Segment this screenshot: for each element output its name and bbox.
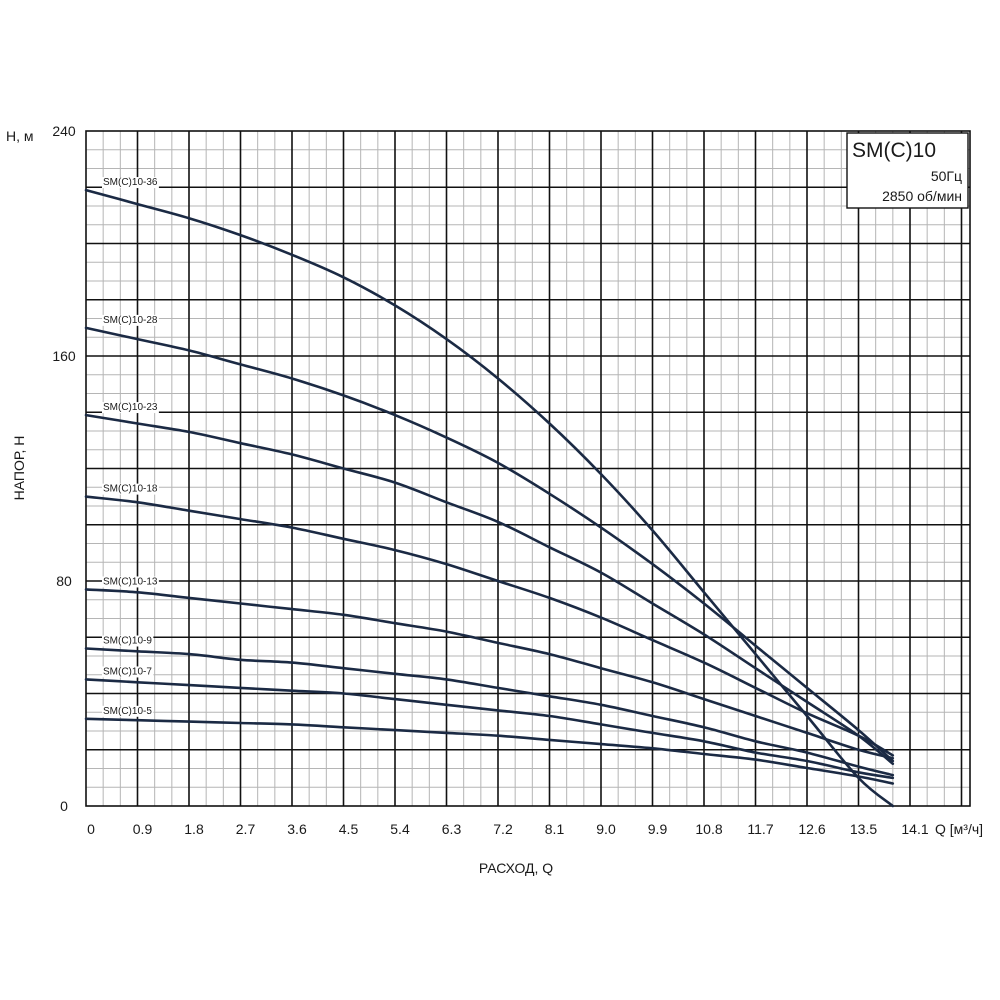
x-tick-label: 12.6 (798, 821, 825, 837)
series-label-text: SM(C)10-13 (103, 576, 158, 587)
series-label-text: SM(C)10-9 (103, 636, 152, 647)
y-tick-label: 80 (56, 573, 72, 589)
series-label-text: SM(C)10-28 (103, 315, 158, 326)
x-tick-label: 10.8 (695, 821, 722, 837)
x-tick-label: 2.7 (236, 821, 256, 837)
x-tick-label: 7.2 (493, 821, 513, 837)
series-labels: SM(C)10-36 SM(C)10-28 SM(C)10-23 SM(C)10-18… (102, 177, 159, 717)
x-tick-label: 9.9 (648, 821, 668, 837)
info-model: SM(C)10 (852, 139, 936, 162)
y-tick-label: 0 (60, 798, 68, 814)
x-tick-label: 4.5 (339, 821, 359, 837)
series-label-bg (102, 314, 159, 326)
curve-smc10-13 (84, 588, 895, 760)
x-tick-label: 3.6 (287, 821, 307, 837)
series-label-text: SM(C)10-23 (103, 402, 158, 413)
y-tick-labels: 0 80 160 240 (52, 123, 76, 814)
series-label-text: SM(C)10-36 (103, 177, 158, 188)
y-tick-label: 160 (52, 348, 76, 364)
series-label-bg (102, 666, 154, 678)
x-tick-label: 1.8 (184, 821, 204, 837)
y-unit-label: H, м (6, 128, 34, 144)
series-label: SM(C)10-7 (102, 666, 154, 678)
series-label-text: SM(C)10-5 (103, 706, 152, 717)
series-label: SM(C)10-9 (102, 635, 154, 647)
x-tick-label: 5.4 (390, 821, 410, 837)
x-tick-label: 9.0 (596, 821, 616, 837)
series-label-bg (102, 402, 159, 414)
series-label-text: SM(C)10-7 (103, 666, 152, 677)
series-label-bg (102, 635, 154, 647)
curve-smc10-23 (84, 413, 895, 766)
curve-smc10-18 (84, 495, 895, 757)
y-tick-label: 240 (52, 123, 76, 139)
x-tick-label: 8.1 (545, 821, 565, 837)
x-tick-labels: 0 0.9 1.8 2.7 3.6 4.5 5.4 6.3 7.2 8.1 9.0 9.9 10.8 11… (87, 821, 983, 837)
curve-smc10-28 (84, 326, 895, 763)
curves (84, 188, 895, 808)
x-tick-label: 6.3 (442, 821, 462, 837)
x-tick-label: 13.5 (850, 821, 877, 837)
y-axis-title: НАПОР, Н (11, 436, 27, 501)
series-label-bg (102, 483, 159, 495)
series-label: SM(C)10-23 (102, 402, 159, 414)
grid (86, 130, 970, 807)
series-label: SM(C)10-13 (102, 576, 159, 588)
series-label-bg (102, 177, 159, 189)
series-label: SM(C)10-28 (102, 314, 159, 326)
series-label: SM(C)10-18 (102, 483, 159, 495)
x-tick-label: 0.9 (133, 821, 153, 837)
x-tick-label: 11.7 (747, 821, 773, 837)
curve-smc10-9 (84, 647, 895, 777)
info-box-frame (846, 132, 969, 209)
series-label: SM(C)10-36 (102, 177, 159, 189)
curve-smc10-36 (84, 188, 895, 808)
x-axis-title: РАСХОД, Q (479, 860, 553, 876)
series-label-text: SM(C)10-18 (103, 484, 158, 495)
plot-frame (85, 130, 971, 807)
series-label: SM(C)10-5 (102, 705, 154, 717)
info-speed: 2850 об/мин (882, 188, 962, 204)
series-label-bg (102, 576, 159, 588)
x-tick-label: 0 (87, 821, 95, 837)
info-box: SM(C)10 50Гц 2850 об/мин (846, 132, 969, 209)
x-unit-label: Q [м³/ч] (935, 821, 983, 837)
info-frequency: 50Гц (931, 168, 962, 184)
x-tick-label: 14.1 (901, 821, 928, 837)
series-label-bg (102, 705, 154, 717)
curve-smc10-5 (84, 717, 895, 785)
curve-smc10-7 (84, 678, 895, 780)
